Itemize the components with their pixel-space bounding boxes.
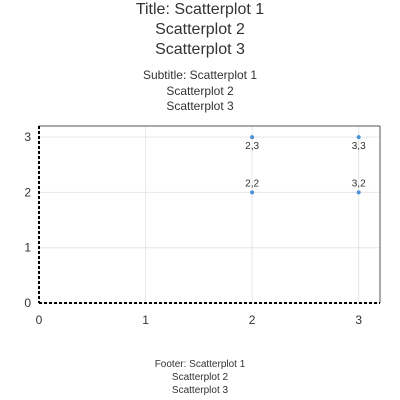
data-label: 3,2 — [352, 178, 366, 189]
chart-title-line-2: Scatterplot 2 — [155, 21, 245, 38]
data-label: 2,3 — [245, 141, 259, 152]
chart-subtitle-line-1: Subtitle: Scatterplot 1 — [142, 68, 258, 82]
chart-footer-line-1: Footer: Scatterplot 1 — [154, 359, 246, 370]
x-tick-label: 0 — [36, 313, 43, 327]
y-tick-label: 0 — [24, 296, 31, 310]
y-tick-label: 3 — [24, 130, 31, 144]
chart-subtitle: Subtitle: Scatterplot 1 Scatterplot 2 Sc… — [0, 68, 400, 115]
data-point — [250, 190, 255, 195]
chart-title: Title: Scatterplot 1 Scatterplot 2 Scatt… — [0, 0, 400, 60]
data-point — [356, 190, 361, 195]
x-tick-label: 1 — [142, 313, 149, 327]
plot-area — [39, 126, 380, 303]
data-point — [250, 135, 255, 140]
chart-footer-line-2: Scatterplot 2 — [171, 372, 229, 383]
data-label: 3,3 — [352, 141, 366, 152]
chart-subtitle-line-2: Scatterplot 2 — [166, 83, 234, 98]
chart-title-line-3: Scatterplot 3 — [155, 41, 245, 58]
x-tick-label: 3 — [355, 313, 362, 327]
data-label: 2,2 — [245, 178, 259, 189]
data-point — [356, 135, 361, 140]
chart-footer: Footer: Scatterplot 1 Scatterplot 2 Scat… — [0, 358, 400, 397]
y-tick-label: 2 — [24, 185, 31, 199]
chart-footer-line-3: Scatterplot 3 — [171, 385, 229, 396]
chart-title-line-1: Title: Scatterplot 1 — [135, 1, 265, 18]
y-tick-label: 1 — [24, 241, 31, 255]
chart-subtitle-line-3: Scatterplot 3 — [166, 99, 234, 113]
x-tick-label: 2 — [249, 313, 256, 327]
